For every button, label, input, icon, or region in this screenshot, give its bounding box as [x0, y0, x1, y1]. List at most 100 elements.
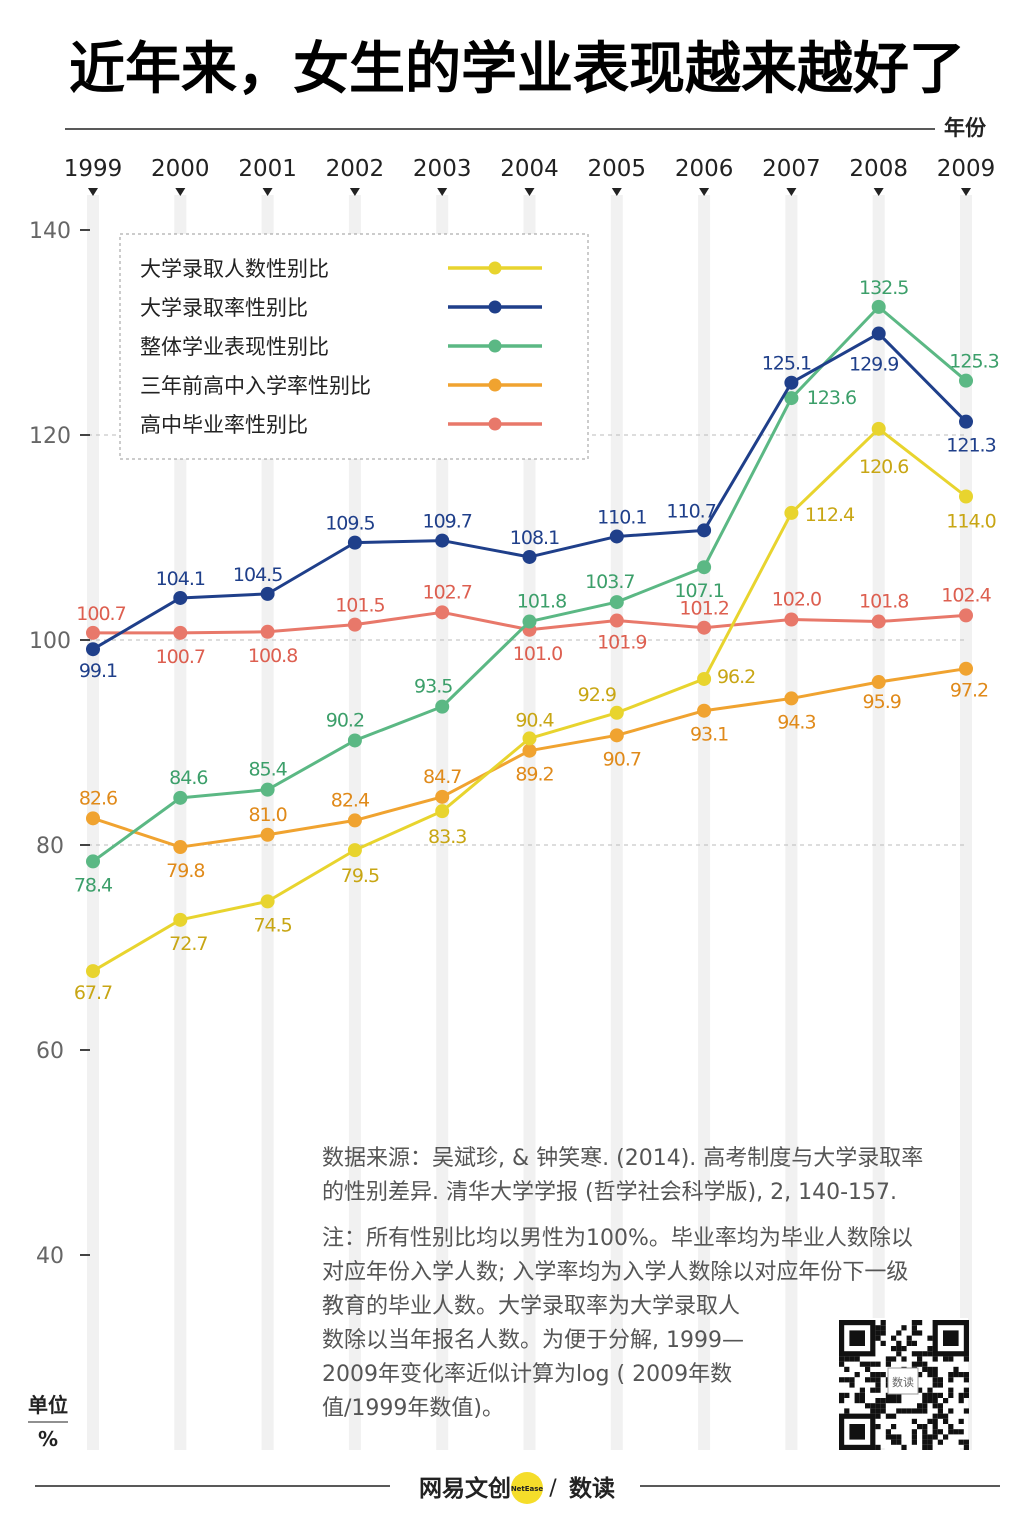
qr-module: [911, 1429, 917, 1435]
data-label-red-2008: 101.8: [859, 591, 908, 613]
qr-module: [922, 1366, 928, 1372]
qr-module: [891, 1356, 897, 1362]
year-column-2005: [610, 195, 623, 1450]
unit-label: 单位: [28, 1393, 68, 1417]
data-point-yellow-2008: [871, 421, 886, 436]
chart-title: 近年来，女生的学业表现越来越好了: [69, 37, 965, 102]
qr-module: [911, 1330, 917, 1336]
qr-module: [927, 1372, 933, 1378]
qr-module: [839, 1356, 845, 1362]
qr-module: [911, 1325, 917, 1331]
qr-module: [839, 1398, 845, 1404]
x-tick-marker-2001: [262, 188, 273, 196]
x-tick-label-2000: 2000: [151, 156, 210, 182]
qr-module: [896, 1408, 902, 1414]
qr-module: [963, 1377, 969, 1383]
qr-module: [927, 1346, 933, 1352]
qr-module: [891, 1439, 897, 1445]
x-tick-label-2006: 2006: [675, 156, 734, 182]
data-point-red-2007: [784, 612, 799, 627]
year-column-2009: [960, 195, 972, 1450]
qr-module: [865, 1361, 871, 1367]
qr-module: [896, 1434, 902, 1440]
legend-marker-1: [488, 261, 502, 275]
qr-module: [891, 1335, 897, 1341]
legend-label-5: 高中毕业率性别比: [140, 413, 308, 437]
data-label-green-2001: 85.4: [248, 759, 287, 781]
x-tick-marker-2000: [175, 188, 186, 196]
qr-module: [844, 1377, 850, 1383]
qr-module: [911, 1351, 917, 1357]
data-point-blue-2004: [522, 549, 537, 564]
qr-module: [917, 1403, 923, 1409]
series-green: 78.4 84.6 85.4 90.2 93.5 101.8 103.7 107.1 123.6…: [74, 277, 1000, 897]
data-point-green-1999: [86, 854, 100, 869]
qr-module: [917, 1372, 923, 1378]
data-point-orange-2005: [609, 728, 624, 743]
qr-module: [885, 1413, 891, 1419]
qr-module: [937, 1429, 943, 1435]
data-label-yellow-2004: 90.4: [515, 709, 554, 731]
data-label-orange-2005: 90.7: [603, 748, 641, 770]
year-columns: [87, 195, 972, 1450]
data-label-orange-2004: 89.2: [515, 764, 553, 786]
qr-module: [927, 1387, 933, 1393]
unit-symbol: %: [38, 1427, 58, 1451]
qr-module: [875, 1413, 881, 1419]
qr-module: [885, 1434, 891, 1440]
qr-module: [896, 1351, 902, 1357]
qr-module: [927, 1398, 933, 1404]
qr-module: [885, 1398, 891, 1404]
data-label-orange-2000: 79.8: [166, 860, 204, 882]
x-tick-marker-2002: [349, 188, 360, 196]
qr-module: [875, 1335, 881, 1341]
data-label-red-2002: 101.5: [335, 595, 384, 617]
qr-module: [865, 1366, 871, 1372]
data-label-orange-2001: 81.0: [248, 804, 286, 826]
qr-module: [880, 1372, 886, 1378]
qr-module: [943, 1418, 949, 1424]
x-tick-label-2007: 2007: [762, 156, 821, 182]
series-layer: 100.7 100.7 100.8 101.5 102.7 101.0 101.9 101.2…: [74, 277, 1000, 1004]
qr-module: [911, 1340, 917, 1346]
qr-module: [875, 1382, 881, 1388]
x-tick-label-2009: 2009: [937, 156, 996, 182]
qr-module: [932, 1398, 938, 1404]
qr-module: [880, 1320, 886, 1326]
x-tick-label-2008: 2008: [849, 156, 908, 182]
qr-module: [922, 1429, 928, 1435]
data-label-green-2007: 123.6: [807, 387, 856, 409]
x-tick-label-2004: 2004: [500, 156, 559, 182]
data-point-orange-2006: [697, 703, 712, 718]
data-label-orange-2008: 95.9: [863, 691, 901, 713]
qr-module: [854, 1398, 860, 1404]
y-axis: 40 60 80 100 120 140: [29, 219, 90, 1269]
qr-module: [875, 1325, 881, 1331]
qr-module: [943, 1398, 949, 1404]
qr-module: [870, 1387, 876, 1393]
qr-module: [875, 1377, 881, 1383]
qr-module: [896, 1330, 902, 1336]
data-point-green-2002: [347, 733, 362, 748]
qr-module: [927, 1444, 933, 1450]
qr-module: [937, 1403, 943, 1409]
qr-module: [911, 1408, 917, 1414]
qr-module: [953, 1429, 959, 1435]
qr-module: [906, 1335, 912, 1341]
qr-module: [880, 1340, 886, 1346]
qr-module: [896, 1439, 902, 1445]
qr-module: [927, 1418, 933, 1424]
note-line-1: 注：所有性别比均以男性为100%。毕业率均为毕业人数除以: [322, 1226, 913, 1251]
qr-module: [917, 1361, 923, 1367]
qr-module: [875, 1387, 881, 1393]
year-column-2001: [261, 195, 274, 1450]
data-point-green-2008: [871, 299, 886, 314]
data-label-red-2001: 100.8: [248, 645, 297, 667]
series-blue: 99.1 104.1 104.5 109.5 109.7 108.1 110.1 110.7 1…: [79, 326, 997, 682]
data-point-red-2009: [959, 608, 973, 623]
x-tick-label-2005: 2005: [588, 156, 647, 182]
qr-module: [963, 1444, 969, 1450]
qr-module: [911, 1418, 917, 1424]
qr-module: [896, 1346, 902, 1352]
